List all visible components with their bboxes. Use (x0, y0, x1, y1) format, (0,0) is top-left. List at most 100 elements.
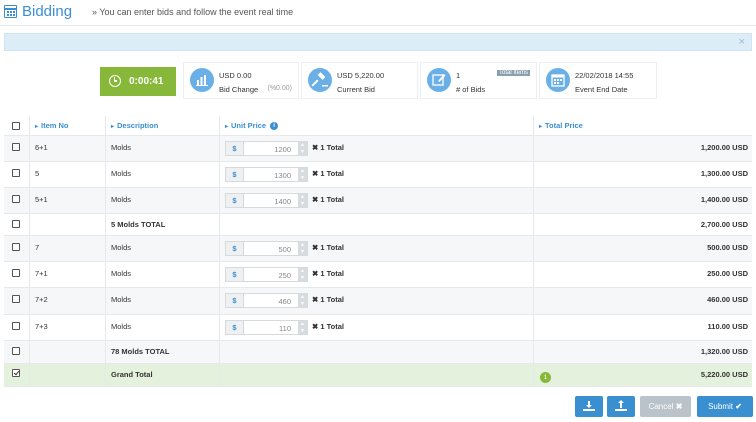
chevron-down-icon[interactable]: ▼ (300, 249, 305, 255)
download-button[interactable] (575, 396, 603, 417)
price-spinner[interactable]: ▲ ▼ (298, 142, 307, 155)
price-spinner[interactable]: ▲ ▼ (298, 242, 307, 255)
grand-total-label: Grand Total (111, 370, 153, 379)
chevron-up-icon[interactable]: ▲ (300, 294, 305, 300)
item-description: Molds (111, 143, 132, 152)
grand-total-row: Grand Total 1 5,220.00 USD (4, 364, 752, 387)
stat-value: USD 0.00 (219, 71, 252, 80)
currency-addon: $ (226, 242, 244, 255)
unit-price-input[interactable]: $ 460 ▲ ▼ (225, 293, 308, 308)
page-title: Bidding (22, 3, 73, 20)
unit-price-input[interactable]: $ 1300 ▲ ▼ (225, 167, 308, 182)
price-value[interactable]: 110 (279, 324, 291, 333)
row-total: 500.00 USD (707, 243, 748, 252)
item-description: Molds (111, 295, 132, 304)
row-checkbox[interactable] (12, 295, 20, 303)
check-icon: ✔ (735, 402, 742, 411)
row-checkbox[interactable] (12, 169, 20, 177)
row-total: 1,200.00 USD (700, 143, 748, 152)
chevron-down-icon[interactable]: ▼ (300, 149, 305, 155)
stat-current-bid: USD 5,220.00 Current Bid (301, 62, 418, 99)
price-value[interactable]: 1200 (274, 145, 291, 154)
chevron-down-icon[interactable]: ▼ (300, 301, 305, 307)
grand-total-value: 5,220.00 USD (700, 370, 748, 379)
price-value[interactable]: 460 (278, 297, 291, 306)
chevron-up-icon[interactable]: ▲ (300, 268, 305, 274)
chevron-up-icon[interactable]: ▲ (300, 242, 305, 248)
item-description: Molds (111, 269, 132, 278)
row-checkbox[interactable] (12, 243, 20, 251)
currency-addon: $ (226, 194, 244, 207)
item-description: Molds (111, 195, 132, 204)
row-checkbox[interactable] (12, 143, 20, 151)
table-row: 7 Molds $ 500 ▲ ▼ ✖ 1 Total 500.00 USD (4, 236, 752, 262)
grand-total-checkbox[interactable] (12, 369, 20, 377)
calendar-icon (4, 5, 17, 18)
subtotal-row: 78 Molds TOTAL 1,320.00 USD (4, 341, 752, 364)
chevron-up-icon[interactable]: ▲ (300, 321, 305, 327)
cancel-button[interactable]: Cancel ✖ (640, 396, 691, 417)
col-total-price[interactable]: ▸ Total Price (539, 121, 583, 130)
stat-label: Current Bid (337, 85, 375, 94)
row-checkbox[interactable] (12, 347, 20, 355)
price-value[interactable]: 1400 (274, 197, 291, 206)
unit-price-input[interactable]: $ 1400 ▲ ▼ (225, 193, 308, 208)
chevron-down-icon[interactable]: ▼ (300, 328, 305, 334)
chevron-up-icon[interactable]: ▲ (300, 142, 305, 148)
col-item-no[interactable]: ▸ Item No (35, 121, 69, 130)
stat-label: Bid Change (219, 85, 259, 94)
currency-addon: $ (226, 168, 244, 181)
item-no: 6+1 (35, 143, 48, 152)
col-unit-price[interactable]: ▸ Unit Price i (225, 121, 279, 131)
quantity-label: ✖ 1 Total (312, 295, 344, 304)
price-spinner[interactable]: ▲ ▼ (298, 194, 307, 207)
price-spinner[interactable]: ▲ ▼ (298, 168, 307, 181)
price-value[interactable]: 500 (278, 245, 291, 254)
price-value[interactable]: 1300 (274, 171, 291, 180)
stat-label: Event End Date (575, 85, 628, 94)
bar-chart-icon (190, 68, 214, 92)
chevron-down-icon[interactable]: ▼ (300, 175, 305, 181)
download-icon (586, 401, 592, 408)
info-alert: × (4, 33, 752, 51)
stat-bid-change: USD 0.00 Bid Change (%0.00) (183, 62, 299, 99)
upload-button[interactable] (607, 396, 635, 417)
chevron-up-icon[interactable]: ▲ (300, 168, 305, 174)
unit-price-input[interactable]: $ 250 ▲ ▼ (225, 267, 308, 282)
close-icon: ✖ (675, 402, 683, 411)
subtotal-row: 5 Molds TOTAL 2,700.00 USD (4, 214, 752, 236)
currency-addon: $ (226, 268, 244, 281)
price-spinner[interactable]: ▲ ▼ (298, 294, 307, 307)
stat-percent: (%0.00) (267, 85, 292, 92)
row-total: 460.00 USD (707, 295, 748, 304)
item-no: 7+3 (35, 322, 48, 331)
chevron-down-icon[interactable]: ▼ (300, 275, 305, 281)
info-icon[interactable]: i (270, 122, 279, 131)
row-total: 250.00 USD (707, 269, 748, 278)
row-checkbox[interactable] (12, 220, 20, 228)
price-value[interactable]: 250 (278, 271, 291, 280)
unit-price-input[interactable]: $ 1200 ▲ ▼ (225, 141, 308, 156)
total-items-tag: Total Items (497, 70, 531, 76)
row-checkbox[interactable] (12, 195, 20, 203)
stat-end-date: 22/02/2018 14:55 Event End Date (539, 62, 657, 99)
chevron-down-icon[interactable]: ▼ (300, 201, 305, 207)
select-all-checkbox[interactable] (12, 122, 20, 130)
price-spinner[interactable]: ▲ ▼ (298, 321, 307, 334)
unit-price-input[interactable]: $ 110 ▲ ▼ (225, 320, 308, 335)
row-total: 1,300.00 USD (700, 169, 748, 178)
chevron-up-icon[interactable]: ▲ (300, 194, 305, 200)
submit-button[interactable]: Submit ✔ (697, 396, 753, 417)
item-description: Molds (111, 169, 132, 178)
close-icon[interactable]: × (738, 36, 745, 48)
item-description: Molds (111, 322, 132, 331)
price-spinner[interactable]: ▲ ▼ (298, 268, 307, 281)
row-total: 110.00 USD (707, 322, 748, 331)
row-checkbox[interactable] (12, 322, 20, 330)
stat-value: 22/02/2018 14:55 (575, 71, 634, 80)
col-description[interactable]: ▸ Description (111, 121, 159, 130)
unit-price-input[interactable]: $ 500 ▲ ▼ (225, 241, 308, 256)
table-row: 6+1 Molds $ 1200 ▲ ▼ ✖ 1 Total 1,200.00 U… (4, 136, 752, 162)
row-checkbox[interactable] (12, 269, 20, 277)
item-no: 7+2 (35, 295, 48, 304)
